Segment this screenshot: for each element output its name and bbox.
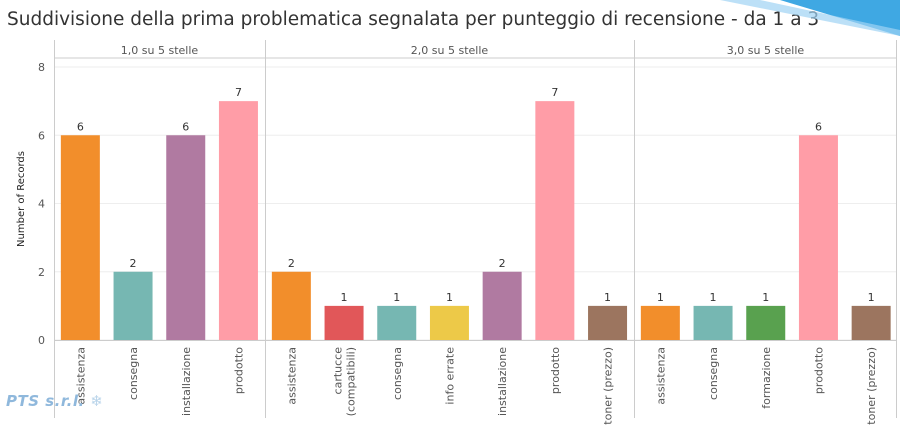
- bar: [535, 101, 575, 340]
- bar: [218, 101, 258, 340]
- category-label: installazione: [496, 347, 509, 416]
- data-label: 7: [551, 86, 558, 99]
- category-label: toner (prezzo): [865, 347, 878, 425]
- data-label: 2: [288, 257, 295, 270]
- data-label: 7: [235, 86, 242, 99]
- data-label: 2: [130, 257, 137, 270]
- data-label: 2: [499, 257, 506, 270]
- snowflake-icon: ❄: [90, 392, 104, 410]
- data-label: 1: [393, 291, 400, 304]
- y-tick-label: 8: [38, 61, 45, 74]
- data-label: 1: [710, 291, 717, 304]
- bar: [271, 271, 311, 340]
- panel-header: 3,0 su 5 stelle: [727, 44, 805, 57]
- bar: [640, 305, 680, 340]
- bar: [482, 271, 522, 340]
- company-logo: PTS s.r.l. ❄: [6, 392, 104, 410]
- category-label: assistenza: [74, 347, 87, 405]
- chart-title: Suddivisione della prima problematica se…: [7, 9, 820, 30]
- decorative-stripe: [720, 0, 900, 36]
- bar: [588, 305, 628, 340]
- data-label: 1: [446, 291, 453, 304]
- data-label: 6: [77, 120, 84, 133]
- category-label: formazione: [760, 347, 773, 409]
- category-label: consegna: [707, 347, 720, 400]
- category-label: assistenza: [285, 347, 298, 405]
- data-label: 1: [868, 291, 875, 304]
- category-label: consegna: [391, 347, 404, 400]
- bar: [60, 135, 100, 340]
- category-label: info errate: [443, 347, 456, 405]
- bar: [851, 305, 891, 340]
- bar: [324, 305, 364, 340]
- data-label: 1: [762, 291, 769, 304]
- data-label: 6: [182, 120, 189, 133]
- data-label: 6: [815, 120, 822, 133]
- bar: [798, 135, 838, 340]
- data-label: 1: [341, 291, 348, 304]
- y-axis-label: Number of Records: [16, 151, 27, 247]
- bar: [113, 271, 153, 340]
- y-tick-label: 4: [38, 198, 45, 211]
- logo-text: PTS s.r.l.: [6, 392, 85, 410]
- y-tick-label: 6: [38, 129, 45, 142]
- data-label: 1: [657, 291, 664, 304]
- bar: [429, 305, 469, 340]
- bar: [746, 305, 786, 340]
- y-tick-label: 2: [38, 266, 45, 279]
- category-label: consegna: [127, 347, 140, 400]
- y-tick-label: 0: [38, 334, 45, 347]
- bar: [693, 305, 733, 340]
- category-label: installazione: [180, 347, 193, 416]
- panel-header: 2,0 su 5 stelle: [411, 44, 489, 57]
- bar: [377, 305, 417, 340]
- data-label: 1: [604, 291, 611, 304]
- category-label: assistenza: [654, 347, 667, 405]
- category-label: (compatibili): [345, 347, 358, 416]
- category-label: prodotto: [812, 347, 825, 394]
- category-label: prodotto: [232, 347, 245, 394]
- category-label: prodotto: [549, 347, 562, 394]
- category-label: toner (prezzo): [602, 347, 615, 425]
- category-label: cartucce: [332, 347, 345, 395]
- bar: [166, 135, 206, 340]
- panel-header: 1,0 su 5 stelle: [121, 44, 199, 57]
